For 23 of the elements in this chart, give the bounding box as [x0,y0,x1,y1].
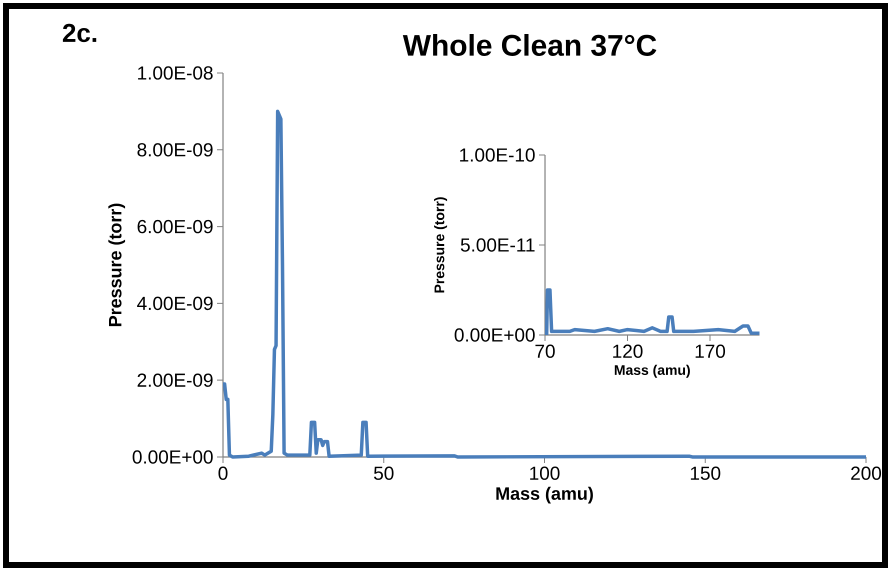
x-tick-label: 150 [690,466,720,480]
y-tick-label: 0.00E+00 [454,328,535,342]
y-tick-label: 4.00E-09 [137,296,213,310]
y-tick-label: 1.00E-10 [460,148,535,162]
y-tick-label: 1.00E-08 [138,66,213,80]
y-tick-label: 8.00E-09 [137,143,213,156]
x-tick-label: 200 [851,466,882,480]
y-tick-label: 2.00E-09 [138,373,213,387]
y-axis-title: Pressure (torr) [108,204,126,326]
x-tick-label: 0 [218,466,228,480]
chart-title: Whole Clean 37°C [402,34,656,56]
y-tick-label: 0.00E+00 [132,450,213,464]
text: 2c. [62,24,96,42]
x-axis-title: Mass (amu) [614,364,690,378]
x-tick-label: 100 [530,466,560,480]
x-tick-label: 170 [696,344,726,358]
y-tick-label: 5.00E-11 [460,238,535,252]
x-tick-label: 50 [374,466,394,480]
y-axis-title: Pressure (torr) [434,197,448,292]
x-axis-title: Mass (amu) [496,486,593,504]
x-tick-label: 70 [535,344,555,358]
x-tick-label: 120 [613,344,643,358]
y-tick-label: 6.00E-09 [138,220,213,234]
